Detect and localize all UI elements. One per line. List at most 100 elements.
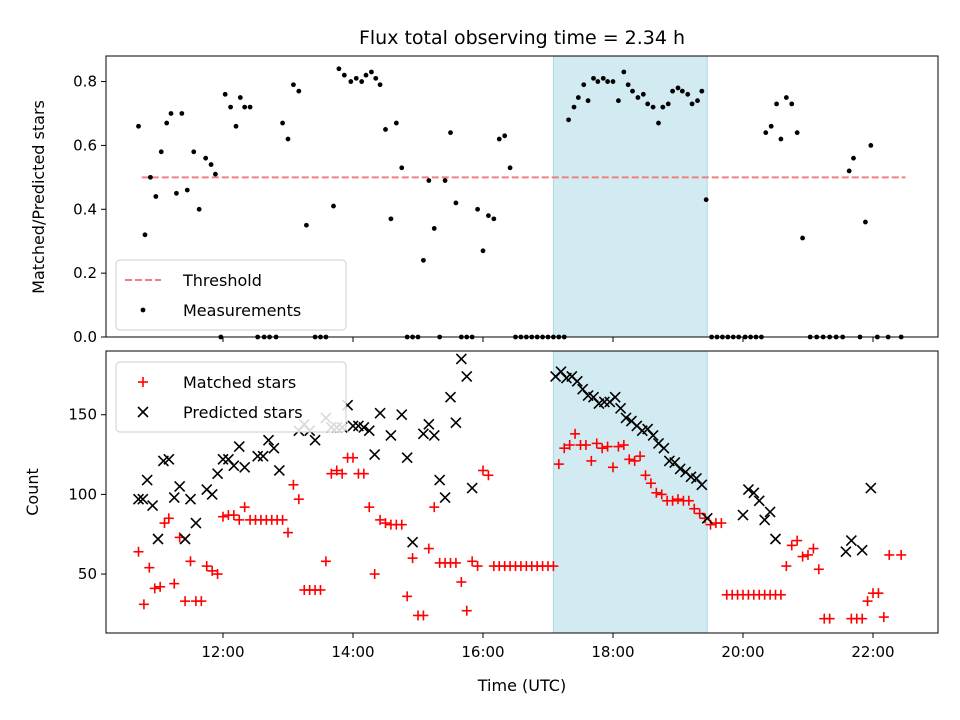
matched-star-point [640,470,651,481]
x-tick-label: 22:00 [851,643,894,661]
x-tick-label: 12:00 [201,643,244,661]
x-stroke-b [239,461,251,473]
legend-label: Threshold [182,271,262,290]
measurement-point [174,190,179,196]
x-stroke-b [680,466,692,478]
x-tick-label: 16:00 [461,643,504,661]
x-stroke-b [168,492,180,504]
matched-star-point [163,513,174,524]
matched-star-point [824,613,835,624]
predicted-star-point [609,391,621,403]
y-tick-label: 50 [78,565,97,583]
x-stroke-b [385,429,397,442]
y-tick-label: 0.4 [73,200,97,218]
predicted-star-point [401,452,413,464]
measurement-point [475,206,480,212]
predicted-star-point [423,418,435,430]
x-stroke-b [742,484,754,496]
predicted-star-point [347,420,359,432]
matched-star-point [808,543,819,554]
legend-box [115,259,347,331]
measurement-point [605,79,610,84]
matched-star-point [155,581,166,592]
matched-star-point [483,470,494,481]
x-stroke-b [396,409,408,421]
measurement-point [789,101,795,107]
matched-star-point [667,495,678,506]
measurement-point [679,88,685,94]
predicted-star-point [184,493,197,505]
predicted-star-point [363,425,375,437]
predicted-star-point [309,434,321,446]
x-stroke-b [690,472,702,485]
matched-star-point [786,540,797,551]
measurement-point [331,203,336,209]
matched-star-point [234,514,245,525]
measurement-point [496,136,502,142]
predicted-star-point [252,450,264,462]
matched-star-point [450,557,461,568]
x-stroke-b [147,499,159,512]
measurement-point [442,178,448,183]
measurement-point [353,75,359,81]
measurement-point [851,155,856,161]
predicted-star-point [461,370,473,383]
matched-star-point [201,561,212,572]
x-stroke-b [132,493,145,505]
measurement-point [868,143,874,148]
matched-star-point [293,494,304,505]
measurement-point [595,79,601,84]
x-tick-label: 20:00 [721,643,764,661]
measurement-point [575,95,581,100]
x-stroke-b [620,412,632,424]
y-tick-label: 0.6 [73,136,97,154]
predicted-star-point [434,474,446,486]
matched-star-point [548,561,559,572]
x-stroke-b [228,460,240,472]
x-stroke-b [252,450,264,462]
predicted-star-point [571,375,583,387]
matched-star-point [380,518,391,529]
matched-star-point [797,551,808,562]
measurement-point [650,104,656,110]
matched-star-point [185,556,196,567]
measurement-point [237,95,243,100]
measurement-point [486,213,491,219]
measurement-point [426,178,432,183]
predicted-star-point [615,402,627,414]
predicted-star-point [239,461,251,473]
matched-star-point [396,519,407,530]
predicted-star-point [163,453,175,465]
x-stroke-b [141,474,153,486]
matched-star-point [326,468,337,479]
x-stroke-b [759,514,771,526]
x-stroke-b [566,370,578,383]
matched-star-point [149,583,160,594]
x-stroke-b [461,370,473,383]
x-stroke-b [257,450,269,462]
measurement-point [148,174,153,180]
measurement-point [783,95,789,100]
matched-star-point [320,556,331,567]
predicted-star-point [658,442,670,454]
x-stroke-b [152,533,164,545]
x-stroke-b [439,492,451,504]
predicted-star-point [450,417,462,429]
matched-star-point [792,535,803,546]
predicted-star-point [764,506,776,518]
x-stroke-b [455,353,467,365]
predicted-star-point [369,448,381,461]
predicted-star-point [217,453,229,465]
matched-star-point [878,612,889,623]
matched-star-point [456,577,467,588]
x-stroke-b [206,488,218,500]
measurement-point [635,95,641,100]
measurement-point [296,88,302,94]
matched-star-point [138,599,149,610]
matched-star-point [781,561,792,572]
matched-star-point [375,514,386,525]
matched-star-point [629,455,640,466]
x-stroke-b [262,434,275,446]
measurement-point [610,79,616,84]
measurement-point [630,88,635,94]
